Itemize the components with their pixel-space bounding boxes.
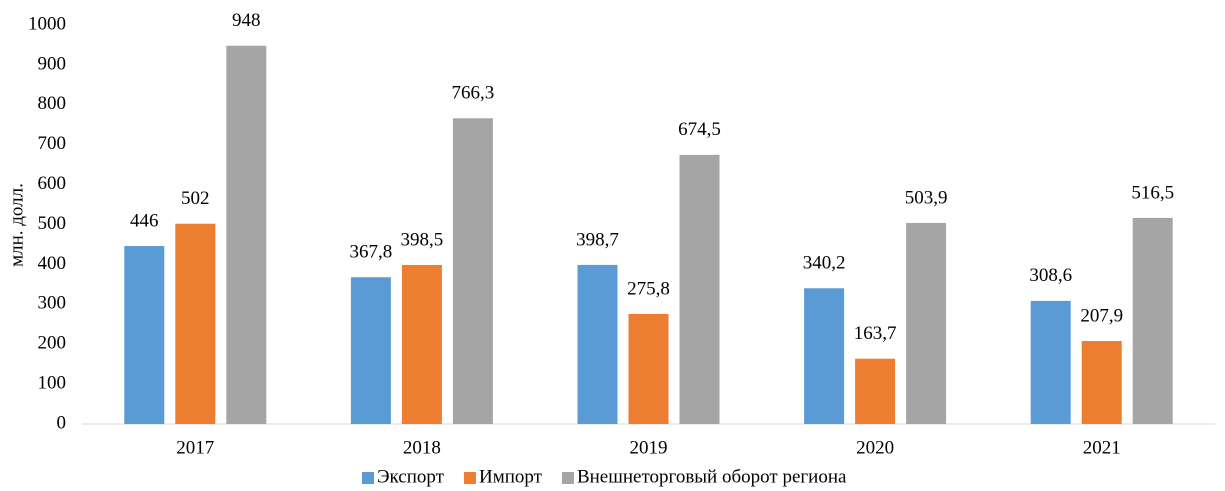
bar: [452, 118, 493, 424]
data-label: 398,5: [401, 229, 444, 250]
bar: [350, 277, 391, 424]
bar: [855, 358, 896, 424]
data-label: 340,2: [803, 253, 846, 274]
data-label: 516,5: [1131, 182, 1174, 203]
bar: [906, 222, 947, 424]
x-tick-label: 2019: [630, 437, 668, 458]
x-tick-label: 2021: [1083, 437, 1121, 458]
bar: [628, 313, 669, 424]
data-label: 207,9: [1080, 305, 1123, 326]
bar: [124, 246, 165, 424]
y-tick-label: 200: [38, 333, 67, 354]
data-label: 308,6: [1029, 265, 1072, 286]
y-axis-label: млн. долл.: [6, 183, 27, 267]
data-label: 398,7: [576, 229, 619, 250]
bar: [1132, 217, 1173, 424]
data-label: 446: [130, 210, 159, 231]
bar: [175, 223, 216, 424]
y-tick-label: 300: [38, 293, 67, 314]
y-tick-label: 100: [38, 372, 67, 393]
y-tick-label: 0: [57, 412, 67, 433]
x-tick-label: 2020: [856, 437, 894, 458]
legend-label: Импорт: [479, 466, 543, 487]
y-tick-label: 800: [38, 93, 67, 114]
y-tick-label: 1000: [28, 13, 66, 34]
bar: [679, 154, 720, 424]
data-label: 948: [232, 10, 261, 31]
data-label: 275,8: [627, 278, 670, 299]
bar: [401, 264, 442, 424]
legend-swatch: [561, 472, 574, 484]
y-tick-label: 900: [38, 53, 67, 74]
legend-swatch: [463, 472, 476, 484]
legend-label: Внешнеторговый оборот региона: [577, 466, 847, 487]
data-label: 503,9: [905, 187, 948, 208]
bar: [804, 288, 845, 424]
bar: [1081, 341, 1122, 424]
y-tick-label: 700: [38, 133, 67, 154]
data-label: 367,8: [350, 242, 393, 263]
data-label: 766,3: [452, 83, 495, 104]
data-label: 502: [181, 188, 210, 209]
y-tick-label: 600: [38, 173, 67, 194]
legend-swatch: [362, 472, 374, 484]
y-tick-label: 500: [38, 213, 67, 234]
x-tick-label: 2018: [403, 437, 441, 458]
legend-label: Экспорт: [377, 466, 445, 487]
bar: [226, 45, 267, 425]
bar: [1030, 300, 1071, 424]
data-label: 163,7: [854, 323, 897, 344]
data-label: 674,5: [678, 119, 721, 140]
y-tick-label: 400: [38, 253, 67, 274]
bar: [577, 264, 618, 424]
x-tick-label: 2017: [176, 437, 214, 458]
